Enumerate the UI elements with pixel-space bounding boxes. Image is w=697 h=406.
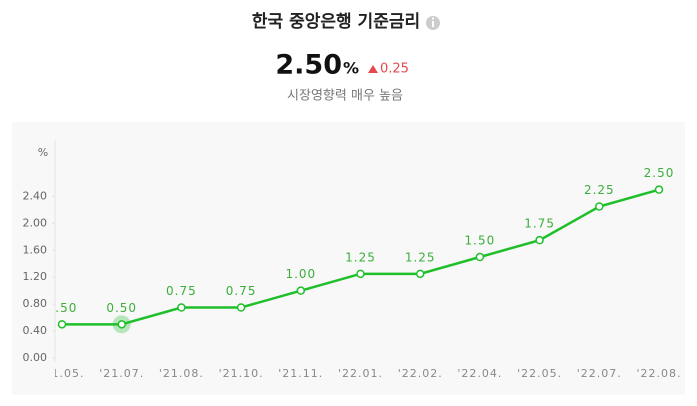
point bbox=[535, 235, 544, 245]
y-tick-label: 0.80 bbox=[23, 297, 48, 310]
y-tick-label: 0.00 bbox=[23, 351, 48, 364]
y-tick-label: 2.40 bbox=[23, 189, 48, 202]
y-tick-label: 2.00 bbox=[23, 216, 48, 229]
value-label: 1.25 bbox=[345, 250, 376, 264]
x-tick-label: '21.08. bbox=[159, 367, 204, 380]
headline-unit: % bbox=[343, 59, 359, 78]
x-tick-label: '22.04. bbox=[457, 367, 502, 380]
point bbox=[475, 252, 485, 262]
value-label: 1.25 bbox=[405, 250, 436, 264]
value-label: 2.50 bbox=[644, 166, 675, 180]
change: 0.25 bbox=[380, 62, 409, 77]
subtitle: 시장영향력 매우 높음 bbox=[287, 89, 403, 104]
y-axis-label: % bbox=[38, 146, 48, 159]
value-label: 0.50 bbox=[47, 301, 78, 315]
point bbox=[117, 320, 126, 329]
up-arrow bbox=[368, 65, 378, 73]
value-label: 1.50 bbox=[465, 234, 496, 248]
x-tick-label: '21.10. bbox=[219, 367, 264, 380]
point bbox=[177, 303, 186, 312]
title: 한국 중앙은행 기준금리 bbox=[252, 12, 420, 32]
point bbox=[654, 185, 664, 194]
point bbox=[296, 286, 306, 295]
point bbox=[415, 269, 425, 279]
x-tick-label: '22.08. bbox=[636, 367, 681, 380]
value-label: 0.75 bbox=[226, 284, 257, 298]
x-tick-label: '22.01. bbox=[338, 367, 383, 380]
chart-panel bbox=[12, 122, 685, 395]
info-icon[interactable] bbox=[426, 16, 440, 30]
value-label: 0.50 bbox=[106, 301, 137, 315]
point bbox=[595, 202, 604, 211]
x-tick-label: '21.05. bbox=[39, 367, 84, 380]
x-tick-label: '21.07. bbox=[99, 367, 144, 380]
value-label: 1.00 bbox=[285, 267, 316, 281]
x-tick-label: '22.05. bbox=[517, 367, 562, 380]
x-tick-label: '21.11. bbox=[278, 367, 323, 380]
point bbox=[57, 320, 67, 329]
x-tick-label: '22.02. bbox=[398, 367, 443, 380]
value-label: 2.25 bbox=[584, 183, 615, 197]
y-tick-label: 1.20 bbox=[23, 270, 48, 283]
y-tick-label: 1.60 bbox=[23, 243, 48, 256]
x-tick-label: '22.07. bbox=[577, 367, 622, 380]
plot: '21.05. '21.07. '21.08. '21.10. '21.11. '22.0… bbox=[39, 166, 681, 380]
point bbox=[356, 269, 365, 279]
point bbox=[236, 303, 246, 312]
headline-value: 2.50 bbox=[275, 50, 342, 81]
y-tick-label: 0.40 bbox=[23, 324, 48, 337]
value-label: 1.75 bbox=[524, 217, 555, 231]
value-label: 0.75 bbox=[166, 284, 197, 298]
